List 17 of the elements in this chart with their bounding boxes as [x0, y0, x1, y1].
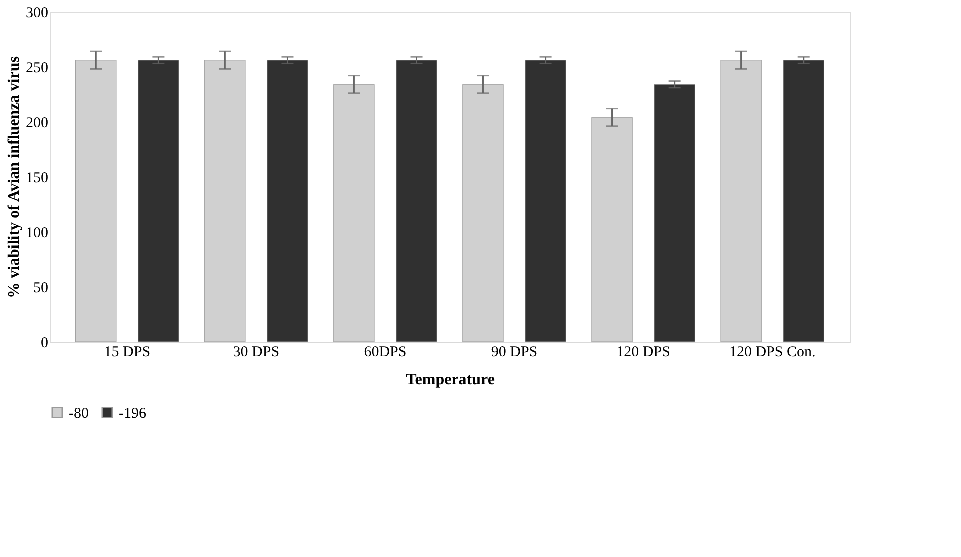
y-tick-label: 0 — [41, 336, 48, 352]
x-tick-label: 90 DPS — [491, 344, 538, 360]
y-tick-label: 100 — [26, 226, 48, 242]
x-tick-label: 120 DPS Con. — [729, 344, 816, 360]
x-tick-label: 60DPS — [364, 344, 407, 360]
y-tick-label: 300 — [26, 6, 48, 22]
x-axis-title: Temperature — [406, 372, 495, 388]
y-tick-label: 200 — [26, 116, 48, 132]
y-axis-title: % viability of Avian influenza virus — [6, 56, 23, 298]
legend-label: -196 — [119, 406, 147, 422]
y-tick-label: 250 — [26, 60, 48, 76]
x-tick-label: 120 DPS — [616, 344, 670, 360]
legend-label: -80 — [69, 406, 89, 422]
x-tick-label: 15 DPS — [104, 344, 151, 360]
y-tick-label: 50 — [34, 280, 48, 296]
y-tick-label: 150 — [26, 170, 48, 186]
x-tick-label: 30 DPS — [233, 344, 280, 360]
